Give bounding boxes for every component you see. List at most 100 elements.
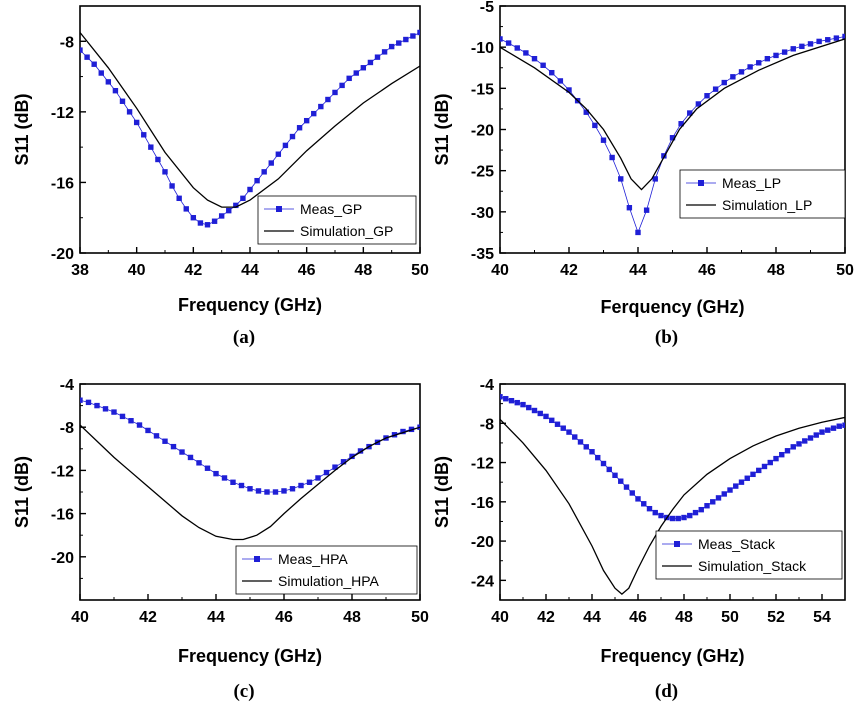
panel-label: (b) [655, 327, 678, 348]
measured-point [396, 40, 402, 46]
x-tick-label: 48 [675, 609, 693, 626]
measured-point [306, 479, 313, 485]
measured-point [240, 195, 246, 202]
measured-point [744, 475, 750, 481]
measured-point [802, 438, 808, 444]
measured-point [704, 503, 710, 509]
measured-point [360, 65, 367, 71]
x-tick-label: 38 [71, 262, 89, 279]
measured-point [583, 444, 589, 450]
legend-label: Meas_Stack [698, 536, 776, 552]
measured-point [508, 397, 515, 404]
measured-point [825, 37, 831, 43]
y-tick-label: -25 [471, 164, 494, 181]
measured-point [102, 406, 109, 412]
measured-point [704, 93, 710, 99]
measured-point [346, 75, 352, 82]
y-tick-label: -15 [471, 81, 494, 98]
measured-point [339, 82, 345, 89]
x-tick-label: 44 [629, 262, 647, 279]
y-tick-label: -35 [471, 246, 494, 263]
measured-point [790, 444, 796, 450]
measured-point [799, 43, 805, 50]
measured-point [600, 137, 607, 143]
measured-point [281, 488, 287, 494]
measured-point [176, 195, 182, 202]
legend-label: Simulation_HPA [278, 573, 380, 589]
measured-point [738, 479, 745, 485]
panel-label: (c) [233, 681, 254, 702]
measured-point [646, 505, 653, 512]
measured-point [179, 449, 185, 455]
measured-point [687, 512, 693, 519]
measured-point [643, 207, 650, 213]
measured-point [738, 69, 745, 75]
measured-point [623, 484, 630, 490]
simulation-series-line [80, 424, 420, 541]
simulation-series-line [500, 38, 845, 191]
measured-point [204, 465, 211, 471]
measured-point [514, 399, 520, 406]
measured-point [779, 451, 785, 458]
measured-point [417, 29, 420, 36]
measured-point [272, 489, 279, 495]
y-tick-label: -8 [60, 420, 74, 437]
measured-point [98, 70, 104, 76]
measured-point [833, 35, 840, 41]
measured-point [204, 222, 211, 228]
measured-point [681, 514, 687, 521]
measured-point [275, 151, 282, 157]
measured-point [268, 160, 274, 166]
measured-point [520, 401, 526, 408]
x-tick-label: 40 [71, 609, 89, 626]
legend-label: Simulation_GP [300, 223, 393, 239]
y-axis-title: S11 (dB) [12, 93, 32, 165]
x-tick-label: 52 [767, 609, 785, 626]
measured-point [836, 423, 842, 429]
measured-point [678, 121, 684, 127]
measured-point [566, 87, 572, 93]
measured-point [721, 491, 727, 497]
y-tick-label: -16 [51, 175, 74, 192]
measured-point [514, 45, 520, 51]
measured-point [500, 36, 503, 42]
measured-point [842, 33, 845, 40]
y-axis-title: S11 (dB) [432, 93, 452, 165]
measured-point [773, 455, 779, 462]
legend-swatch-marker [674, 541, 680, 547]
y-tick-label: -12 [51, 105, 74, 122]
measured-point [733, 483, 739, 489]
measured-point [503, 396, 509, 402]
measured-point [600, 460, 607, 467]
measured-point [264, 489, 270, 495]
y-tick-label: -4 [480, 377, 494, 394]
x-tick-label: 50 [721, 609, 739, 626]
measured-point [187, 454, 194, 461]
measured-point [807, 41, 814, 47]
measured-point [332, 89, 338, 96]
measured-point [557, 78, 564, 84]
measured-point [790, 46, 796, 52]
measured-point [756, 60, 762, 66]
y-tick-label: -5 [480, 0, 494, 16]
y-tick-label: -24 [471, 573, 494, 590]
measured-point [169, 183, 175, 189]
y-tick-label: -8 [480, 416, 494, 433]
measured-point [340, 459, 347, 465]
measured-point [730, 74, 736, 80]
legend-label: Meas_GP [300, 201, 362, 217]
legend-box [235, 545, 418, 595]
measured-point [807, 435, 814, 441]
measured-point [721, 79, 727, 86]
measured-point [635, 496, 641, 502]
measured-point [695, 101, 702, 107]
measured-point [554, 421, 561, 427]
x-tick-label: 40 [491, 262, 509, 279]
measured-point [318, 103, 324, 110]
y-tick-label: -20 [51, 246, 74, 263]
panel-label: (a) [233, 327, 255, 348]
x-tick-label: 44 [207, 609, 225, 626]
measured-point [218, 213, 225, 219]
measured-point [577, 439, 584, 445]
measured-point [136, 422, 143, 428]
